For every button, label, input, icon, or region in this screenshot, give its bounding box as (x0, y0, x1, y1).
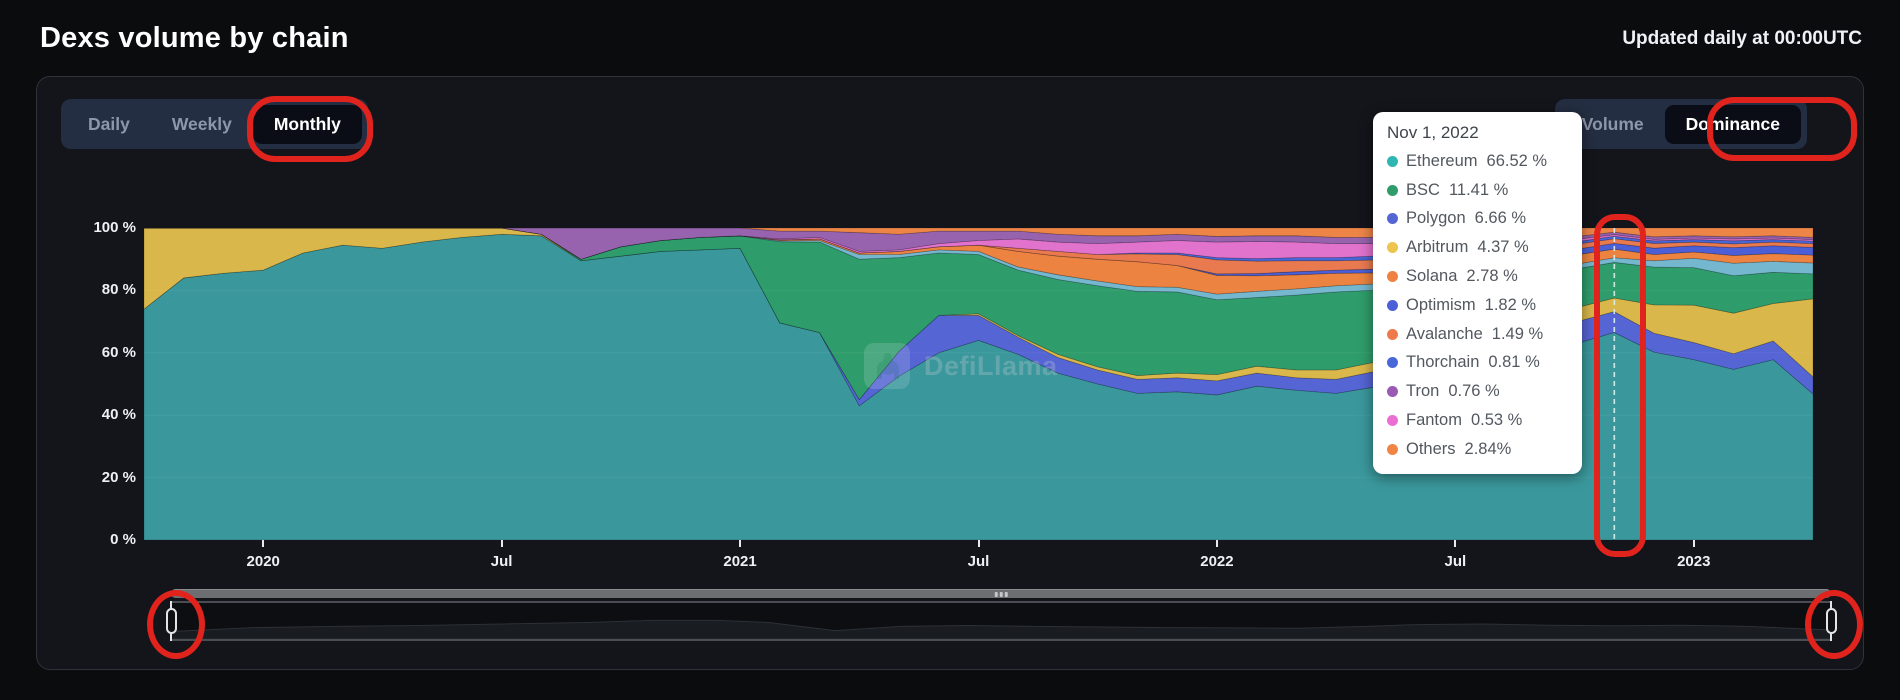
x-axis-label: 2023 (1677, 553, 1711, 570)
tooltip-row-others: Others 2.84% (1387, 435, 1568, 464)
y-axis-label: 40 % (101, 406, 136, 424)
tooltip-rows: Ethereum 66.52 % BSC 11.41 % Polygon 6.66 % Ar… (1387, 147, 1568, 464)
series-value: 2.84% (1464, 439, 1512, 458)
series-name: Arbitrum (1406, 238, 1469, 257)
series-value: 1.82 % (1484, 295, 1537, 314)
series-name: Fantom (1406, 411, 1462, 430)
tooltip-row-arbitrum: Arbitrum 4.37 % (1387, 233, 1568, 262)
tooltip-row-fantom: Fantom 0.53 % (1387, 406, 1568, 435)
series-value: 0.53 % (1470, 411, 1523, 430)
x-axis-tick (1454, 540, 1457, 547)
x-axis-label: 2021 (723, 553, 757, 570)
x-axis-label: 2020 (246, 553, 280, 570)
navigator-area (170, 619, 1832, 640)
tooltip-date: Nov 1, 2022 (1387, 123, 1479, 142)
toggle-dominance[interactable]: Dominance (1664, 104, 1801, 144)
series-name: Tron (1406, 382, 1440, 401)
x-axis-tick (262, 540, 265, 547)
x-axis-tick (739, 540, 742, 547)
series-color-dot (1387, 386, 1398, 398)
updated-timestamp: Updated daily at 00:00UTC (1622, 28, 1862, 49)
brush-handle-left[interactable] (165, 608, 177, 634)
area-series-tron (144, 228, 1813, 260)
mode-tab-group: Volume Dominance (1554, 99, 1807, 149)
series-value: 2.78 % (1466, 267, 1518, 286)
y-axis-label: 100 % (93, 219, 136, 236)
series-name: Polygon (1406, 209, 1466, 228)
series-name: Optimism (1406, 295, 1476, 314)
series-name: BSC (1406, 180, 1440, 199)
period-tab-group: Daily Weekly Monthly (61, 99, 368, 149)
brush-navigator[interactable] (170, 601, 1832, 641)
y-axis-label: 20 % (101, 468, 136, 486)
tab-weekly[interactable]: Weekly (171, 113, 232, 134)
tab-daily[interactable]: Daily (88, 113, 130, 134)
series-color-dot (1387, 299, 1398, 311)
scrollbar-grip-icon[interactable] (994, 592, 1008, 597)
series-value: 4.37 % (1477, 238, 1529, 257)
x-axis-tick (1215, 540, 1218, 547)
series-color-dot (1387, 184, 1398, 196)
series-value: 0.81 % (1488, 353, 1540, 372)
navigator-volume-silhouette (170, 619, 1832, 640)
series-color-dot (1387, 328, 1398, 340)
series-value: 1.49 % (1491, 324, 1544, 343)
series-value: 0.76 % (1448, 382, 1500, 401)
series-color-dot (1387, 271, 1398, 283)
series-name: Solana (1406, 267, 1458, 286)
x-axis-label: Jul (967, 553, 990, 570)
chart-card: Daily Weekly Monthly Volume Dominance DefiL… (36, 76, 1864, 670)
series-name: Ethereum (1406, 151, 1478, 170)
series-name: Others (1406, 439, 1456, 458)
tooltip-row-tron: Tron 0.76 % (1387, 377, 1568, 406)
tooltip-row-polygon: Polygon 6.66 % (1387, 205, 1568, 234)
page-title: Dexs volume by chain (40, 22, 349, 54)
tooltip-row-bsc: BSC 11.41 % (1387, 176, 1568, 205)
y-axis-label: 60 % (101, 343, 136, 361)
brush-scrollbar[interactable] (171, 589, 1831, 598)
series-color-dot (1387, 357, 1398, 369)
x-axis-label: Jul (1444, 553, 1467, 570)
tooltip-row-solana: Solana 2.78 % (1387, 262, 1568, 291)
series-value: 6.66 % (1474, 209, 1527, 228)
tooltip-row-ethereum: Ethereum 66.52 % (1387, 147, 1568, 176)
tooltip-row-optimism: Optimism 1.82 % (1387, 291, 1568, 320)
x-axis-tick (977, 540, 980, 547)
x-axis-label: 2022 (1200, 553, 1234, 570)
hover-tooltip: Nov 1, 2022 Ethereum 66.52 % BSC 11.41 % Pol… (1373, 112, 1582, 474)
brush-handle-right[interactable] (1825, 608, 1837, 634)
x-axis-label: Jul (490, 553, 513, 570)
x-axis-tick (1692, 540, 1695, 547)
series-color-dot (1387, 155, 1398, 167)
series-name: Thorchain (1406, 353, 1480, 372)
tooltip-row-avalanche: Avalanche 1.49 % (1387, 320, 1568, 349)
series-color-dot (1387, 213, 1398, 225)
series-name: Avalanche (1406, 324, 1483, 343)
y-axis-label: 0 % (110, 531, 136, 548)
series-color-dot (1387, 242, 1398, 254)
x-axis-tick (500, 540, 503, 547)
series-value: 11.41 % (1448, 180, 1509, 199)
series-color-dot (1387, 415, 1398, 427)
y-axis-label: 80 % (101, 281, 136, 299)
toggle-volume[interactable]: Volume (1581, 113, 1644, 134)
series-value: 66.52 % (1486, 151, 1548, 170)
tab-monthly[interactable]: Monthly (252, 104, 362, 144)
tooltip-row-thorchain: Thorchain 0.81 % (1387, 349, 1568, 378)
series-color-dot (1387, 443, 1398, 455)
